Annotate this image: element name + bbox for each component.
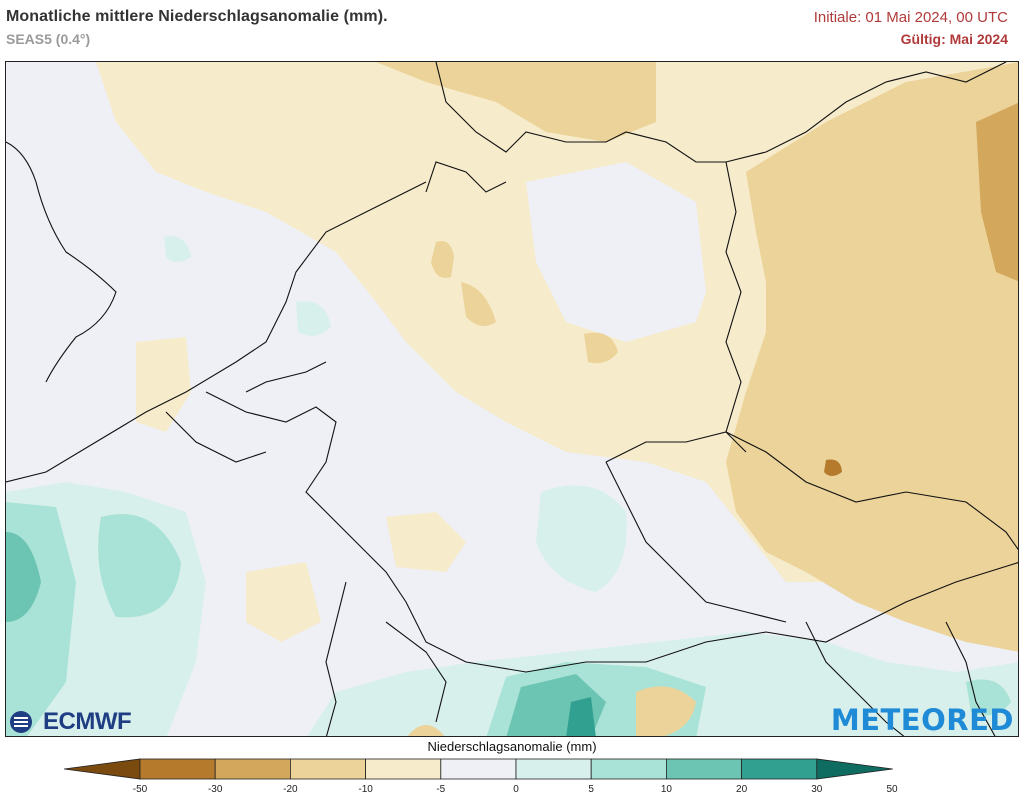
anomaly-map (5, 61, 1019, 737)
anomaly-zone-teal-alps-darkest (566, 697, 596, 736)
meteored-logo: METEORED (830, 703, 1014, 737)
header-right: Initiale: 01 Mai 2024, 00 UTC Gültig: Ma… (814, 9, 1008, 47)
colorbar-tick-label: -50 (132, 784, 148, 795)
country-borders (6, 62, 1018, 736)
anomaly-zone-teal-center (536, 485, 627, 592)
colorbar-segment (515, 758, 592, 780)
anomaly-zone-neutral-north (526, 162, 706, 342)
ecmwf-icon (10, 711, 32, 733)
anomaly-zone-tan-north (376, 62, 656, 142)
anomaly-zone-tan-spot-2 (461, 282, 496, 326)
colorbar-tick-label: -30 (207, 784, 223, 795)
anomaly-zone-teal-small-2 (164, 236, 191, 262)
colorbar-tick-label: 10 (660, 784, 672, 795)
anomaly-zone-tan-spot-3 (584, 332, 618, 364)
colorbar-segment (289, 758, 366, 780)
colorbar-segment (214, 758, 291, 780)
colorbar-tick-label: -10 (358, 784, 373, 795)
init-time: Initiale: 01 Mai 2024, 00 UTC (813, 9, 1008, 26)
header-left: Monatliche mittlere Niederschlagsanomali… (6, 8, 388, 47)
anomaly-zone-teal-east (966, 679, 1011, 716)
colorbar-tick-label: -5 (436, 784, 446, 795)
model-label: SEAS5 (0.4°) (6, 31, 91, 47)
colorbar-segment (365, 758, 442, 780)
map-title: Monatliche mittlere Niederschlagsanomali… (6, 8, 388, 25)
colorbar-tick-label: -20 (283, 784, 298, 795)
anomaly-zone-teal-west-dark (6, 532, 41, 622)
anomaly-zone-teal-small (296, 301, 331, 336)
colorbar-segment (440, 758, 517, 780)
anomaly-zone-beige-alps (636, 686, 696, 736)
anomaly-zone-light-beige-west (136, 337, 191, 432)
anomaly-zone-beige-alps-sw (407, 725, 445, 736)
anomaly-zone-light-beige-center (386, 512, 466, 572)
colorbar-tick-label: 0 (513, 784, 519, 795)
anomaly-zone-teal-west-inner (98, 514, 181, 618)
colorbar-segment (64, 758, 141, 780)
anomaly-zone-light-beige-sw (246, 562, 321, 642)
legend-title: Niederschlagsanomalie (mm) (427, 739, 597, 754)
ecmwf-logo: ECMWF (9, 708, 132, 736)
ecmwf-logo-text: ECMWF (43, 708, 132, 735)
colorbar-segment (666, 758, 743, 780)
anomaly-zone-tan-spot-1 (431, 241, 454, 278)
colorbar-segment (590, 758, 667, 780)
colorbar-segment (139, 758, 216, 780)
map-canvas (6, 62, 1018, 736)
anomaly-zone-dark-tan-east (976, 102, 1018, 282)
colorbar-tick-label: 20 (736, 784, 748, 795)
colorbar (64, 758, 893, 780)
valid-time: Gültig: Mai 2024 (900, 31, 1008, 47)
anomaly-zone-tan-east (726, 62, 1018, 652)
colorbar-tick-label: 30 (811, 784, 823, 795)
colorbar-tick-label: 5 (588, 784, 594, 795)
colorbar-segment (816, 758, 893, 780)
anomaly-zone-dark-tan-spot (824, 459, 842, 476)
colorbar-tick-label: 50 (886, 784, 898, 795)
colorbar-segment (741, 758, 818, 780)
